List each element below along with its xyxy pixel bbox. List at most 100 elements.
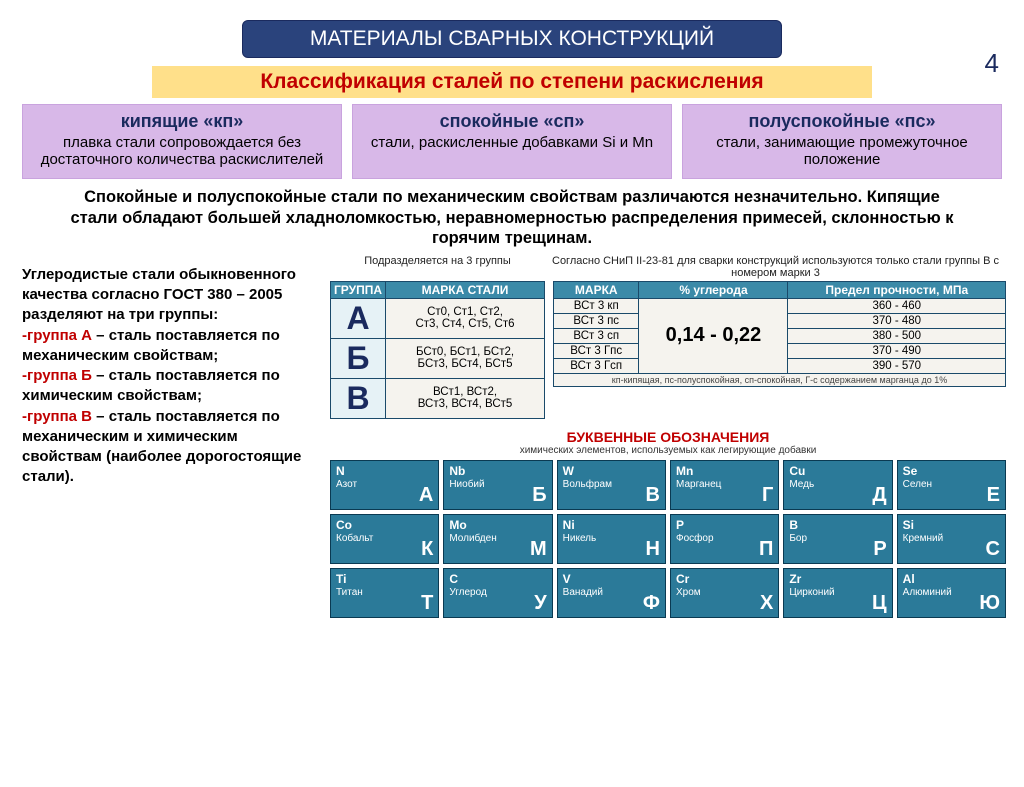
element-tile: WВольфрамВ (557, 460, 666, 510)
element-russian-letter: Е (987, 484, 1000, 507)
caption-left: Подразделяется на 3 группы (330, 255, 545, 279)
caption-right: Согласно СНиП II-23-81 для сварки констр… (545, 255, 1006, 279)
marks-v: ВСт1, ВСт2,ВСт3, ВСт4, ВСт5 (386, 378, 545, 418)
element-russian-letter: К (421, 538, 433, 561)
element-name: Селен (903, 479, 1000, 490)
element-symbol: Co (336, 518, 433, 532)
element-russian-letter: М (530, 538, 547, 561)
element-tile: CuМедьД (783, 460, 892, 510)
element-symbol: V (563, 572, 660, 586)
mark-cell: ВСт 3 кп (554, 298, 639, 313)
group-v-label: -группа В (22, 408, 92, 425)
mark-cell: ВСт 3 сп (554, 328, 639, 343)
mark-cell: ВСт 3 пс (554, 313, 639, 328)
element-name: Хром (676, 587, 773, 598)
element-name: Кобальт (336, 533, 433, 544)
element-tile: SeСеленЕ (897, 460, 1006, 510)
element-russian-letter: Р (873, 538, 886, 561)
element-russian-letter: Н (646, 538, 660, 561)
letter-a: А (331, 298, 386, 338)
card-head: полуспокойные «пс» (691, 111, 993, 132)
element-symbol: Cr (676, 572, 773, 586)
element-russian-letter: Д (872, 484, 886, 507)
letter-b: Б (331, 338, 386, 378)
th-carbon: % углерода (639, 281, 788, 298)
classification-cards: кипящие «кп» плавка стали сопровождается… (0, 104, 1024, 179)
element-tile: NАзотА (330, 460, 439, 510)
element-russian-letter: Т (421, 592, 433, 615)
element-tile: AlАлюминийЮ (897, 568, 1006, 618)
element-russian-letter: Ф (643, 592, 660, 615)
strength-cell: 380 - 500 (788, 328, 1006, 343)
card-body: стали, занимающие промежуточное положени… (691, 134, 993, 168)
element-tile: SiКремнийС (897, 514, 1006, 564)
element-symbol: Ni (563, 518, 660, 532)
element-symbol: Ti (336, 572, 433, 586)
element-russian-letter: У (534, 592, 546, 615)
subtitle: Классификация сталей по степени раскисле… (152, 66, 872, 98)
element-russian-letter: Ц (872, 592, 887, 615)
legend-title: БУКВЕННЫЕ ОБОЗНАЧЕНИЯ (330, 429, 1006, 445)
element-russian-letter: В (646, 484, 660, 507)
table-footnote: кп-кипящая, пс-полуспокойная, сп-спокойн… (554, 373, 1006, 386)
element-tile: MnМарганецГ (670, 460, 779, 510)
element-name: Марганец (676, 479, 773, 490)
strength-table: МАРКА % углерода Предел прочности, МПа В… (553, 281, 1006, 387)
element-symbol: Se (903, 464, 1000, 478)
card-body: плавка стали сопровождается без достаточ… (31, 134, 333, 168)
left-explanation: Углеродистые стали обыкновенного качеств… (0, 251, 330, 618)
element-name: Углерод (449, 587, 546, 598)
intro-line: Углеродистые стали обыкновенного качеств… (22, 266, 296, 324)
element-russian-letter: Х (760, 592, 773, 615)
card-head: спокойные «сп» (361, 111, 663, 132)
groups-table: ГРУППАМАРКА СТАЛИ АСт0, Ст1, Ст2,Ст3, Ст… (330, 281, 545, 419)
element-russian-letter: С (986, 538, 1000, 561)
element-symbol: Cu (789, 464, 886, 478)
element-symbol: Mo (449, 518, 546, 532)
group-b-label: -группа Б (22, 367, 92, 384)
card-sp: спокойные «сп» стали, раскисленные добав… (352, 104, 672, 179)
element-symbol: Nb (449, 464, 546, 478)
group-a-label: -группа А (22, 327, 92, 344)
element-tile: NbНиобийБ (443, 460, 552, 510)
page-number: 4 (985, 48, 999, 79)
marks-a: Ст0, Ст1, Ст2,Ст3, Ст4, Ст5, Ст6 (386, 298, 545, 338)
element-symbol: Al (903, 572, 1000, 586)
th-mark: МАРКА СТАЛИ (386, 281, 545, 298)
element-name: Бор (789, 533, 886, 544)
element-symbol: Mn (676, 464, 773, 478)
element-symbol: W (563, 464, 660, 478)
elements-grid: NАзотАNbНиобийБWВольфрамВMnМарганецГCuМе… (330, 460, 1006, 618)
element-russian-letter: А (419, 484, 433, 507)
mark-cell: ВСт 3 Гпс (554, 343, 639, 358)
element-russian-letter: Б (532, 484, 546, 507)
strength-cell: 360 - 460 (788, 298, 1006, 313)
element-name: Титан (336, 587, 433, 598)
th-group: ГРУППА (331, 281, 386, 298)
element-tile: CoКобальтК (330, 514, 439, 564)
element-tile: PФосфорП (670, 514, 779, 564)
element-russian-letter: Г (762, 484, 773, 507)
element-tile: CrХромХ (670, 568, 779, 618)
main-title: МАТЕРИАЛЫ СВАРНЫХ КОНСТРУКЦИЙ (242, 20, 782, 58)
strength-cell: 370 - 480 (788, 313, 1006, 328)
element-tile: BБорР (783, 514, 892, 564)
element-symbol: P (676, 518, 773, 532)
marks-b: БСт0, БСт1, БСт2,БСт3, БСт4, БСт5 (386, 338, 545, 378)
element-tile: ZrЦирконийЦ (783, 568, 892, 618)
element-tile: TiТитанТ (330, 568, 439, 618)
element-symbol: C (449, 572, 546, 586)
letter-v: В (331, 378, 386, 418)
element-symbol: B (789, 518, 886, 532)
card-head: кипящие «кп» (31, 111, 333, 132)
element-tile: NiНикельН (557, 514, 666, 564)
element-symbol: N (336, 464, 433, 478)
element-tile: MoМолибденМ (443, 514, 552, 564)
element-symbol: Zr (789, 572, 886, 586)
mark-cell: ВСт 3 Гсп (554, 358, 639, 373)
card-kp: кипящие «кп» плавка стали сопровождается… (22, 104, 342, 179)
card-ps: полуспокойные «пс» стали, занимающие про… (682, 104, 1002, 179)
strength-cell: 390 - 570 (788, 358, 1006, 373)
legend-subtitle: химических элементов, используемых как л… (330, 445, 1006, 456)
description-paragraph: Спокойные и полуспокойные стали по механ… (60, 187, 964, 249)
